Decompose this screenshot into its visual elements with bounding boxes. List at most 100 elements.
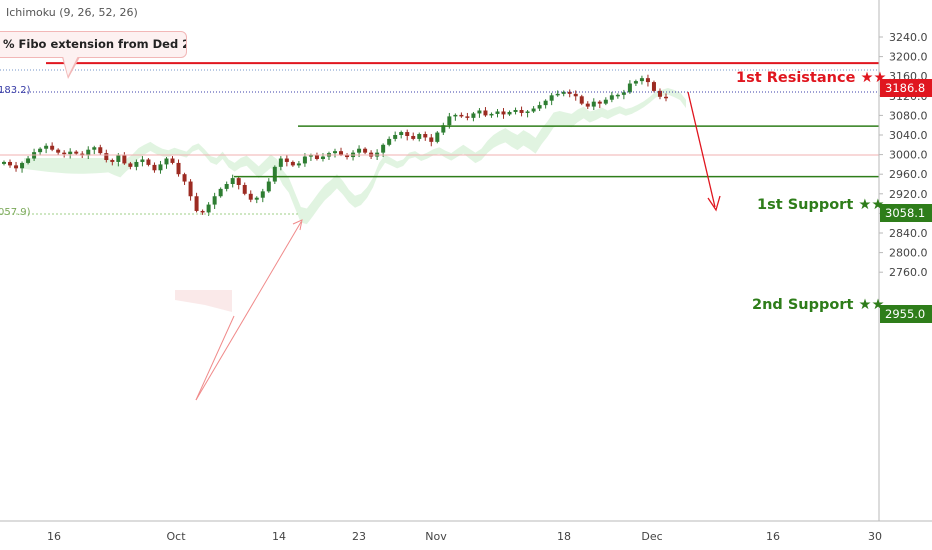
resistance-1-label: 1st Resistance ★★ [736,70,887,86]
candle-body [621,92,626,95]
y-tick-label: 3080.0 [889,109,928,122]
candle-body [567,91,572,94]
support-2-price-tag: 2955.0 [880,305,932,323]
x-tick-label: Oct [166,530,186,543]
candle-body [333,151,337,154]
candle-body [62,152,67,155]
candle-body [429,137,434,142]
down-arrow-line [687,91,716,208]
candle-body [122,155,127,164]
candle-body [483,110,488,116]
candle-body [507,111,512,115]
candle-body [591,101,596,107]
candle-body [14,165,19,169]
candle-body [453,114,458,117]
indicator-label[interactable]: Ichimoku (9, 26, 52, 26) [6,6,138,19]
candle-body [441,125,446,133]
candle-body [405,132,410,136]
candle-body [92,147,97,150]
candle-body [477,110,482,114]
candle-body [543,100,548,106]
x-tick-label: Nov [425,530,447,543]
candle-body [224,184,229,189]
fibo-callout[interactable]: % Fibo extension from Ded 2018 [0,31,187,58]
fibo-projection-start [195,315,235,401]
candle-body [411,135,416,139]
support-fib-label: 057.9) [0,207,31,218]
candle-body [320,156,325,160]
candle-body [555,93,560,96]
candle-body [615,94,620,97]
candle-body [170,158,175,163]
candle-body [230,178,235,184]
candle-body [164,158,169,165]
candle-body [387,138,392,145]
candle-body [657,90,662,97]
candle-body [561,91,566,94]
candle-body [110,159,115,162]
fibo-projection-arrowhead [292,219,303,231]
candle-body [68,151,73,155]
candle-body [579,96,584,104]
candle-body [417,134,422,139]
candle-body [302,156,307,164]
candle-body [44,145,49,149]
candle-body [218,188,223,197]
candle-body [603,99,608,104]
candle-body [206,204,211,213]
candle-body [212,196,217,205]
candle-body [537,105,542,109]
candle-body [639,78,644,82]
candle-body [128,163,133,167]
candle-body [194,196,199,211]
candle-body [435,132,440,142]
x-tick-label: 30 [868,530,882,543]
y-tick-label: 3240.0 [889,31,928,44]
candle-body [176,162,181,175]
candle-body [38,148,43,153]
candle-body [74,151,79,154]
down-arrow-head [707,195,721,212]
candle-body [645,78,650,83]
y-tick-label: 2840.0 [889,227,928,240]
x-tick-label: 23 [352,530,366,543]
candle-body [381,144,386,153]
candle-body [531,108,536,112]
candle-body [357,148,362,153]
candle-body [20,162,25,169]
candle-body [284,158,289,162]
resistance-1-price-tag: 3186.8 [880,79,932,97]
candle-body [314,155,319,160]
candle-body [200,210,205,213]
fibo-projection-line [195,221,302,401]
candle-body [513,110,518,112]
candle-body [465,116,470,118]
candle-body [471,113,476,118]
candle-body [339,151,344,155]
y-tick-label: 2920.0 [889,188,928,201]
candle-body [2,161,6,164]
x-tick-label: 16 [766,530,780,543]
candle-body [296,163,301,166]
candle-body [393,135,398,139]
ichimoku-cloud [24,87,686,225]
candle-body [236,178,241,185]
support-1-label: 1st Support ★★ [757,197,885,213]
candle-body [345,154,350,158]
candle-body [104,153,109,160]
candle-body [26,158,31,163]
candle-body [248,193,253,200]
candle-body [495,111,500,114]
candle-body [86,149,91,156]
candle-body [272,166,277,182]
candle-body [627,83,632,93]
candle-body [134,161,139,167]
candle-body [140,159,145,162]
candle-body [519,110,524,113]
candle-body [363,148,368,153]
candle-body [98,147,103,154]
y-tick-label: 2960.0 [889,168,928,181]
candle-body [278,158,283,167]
